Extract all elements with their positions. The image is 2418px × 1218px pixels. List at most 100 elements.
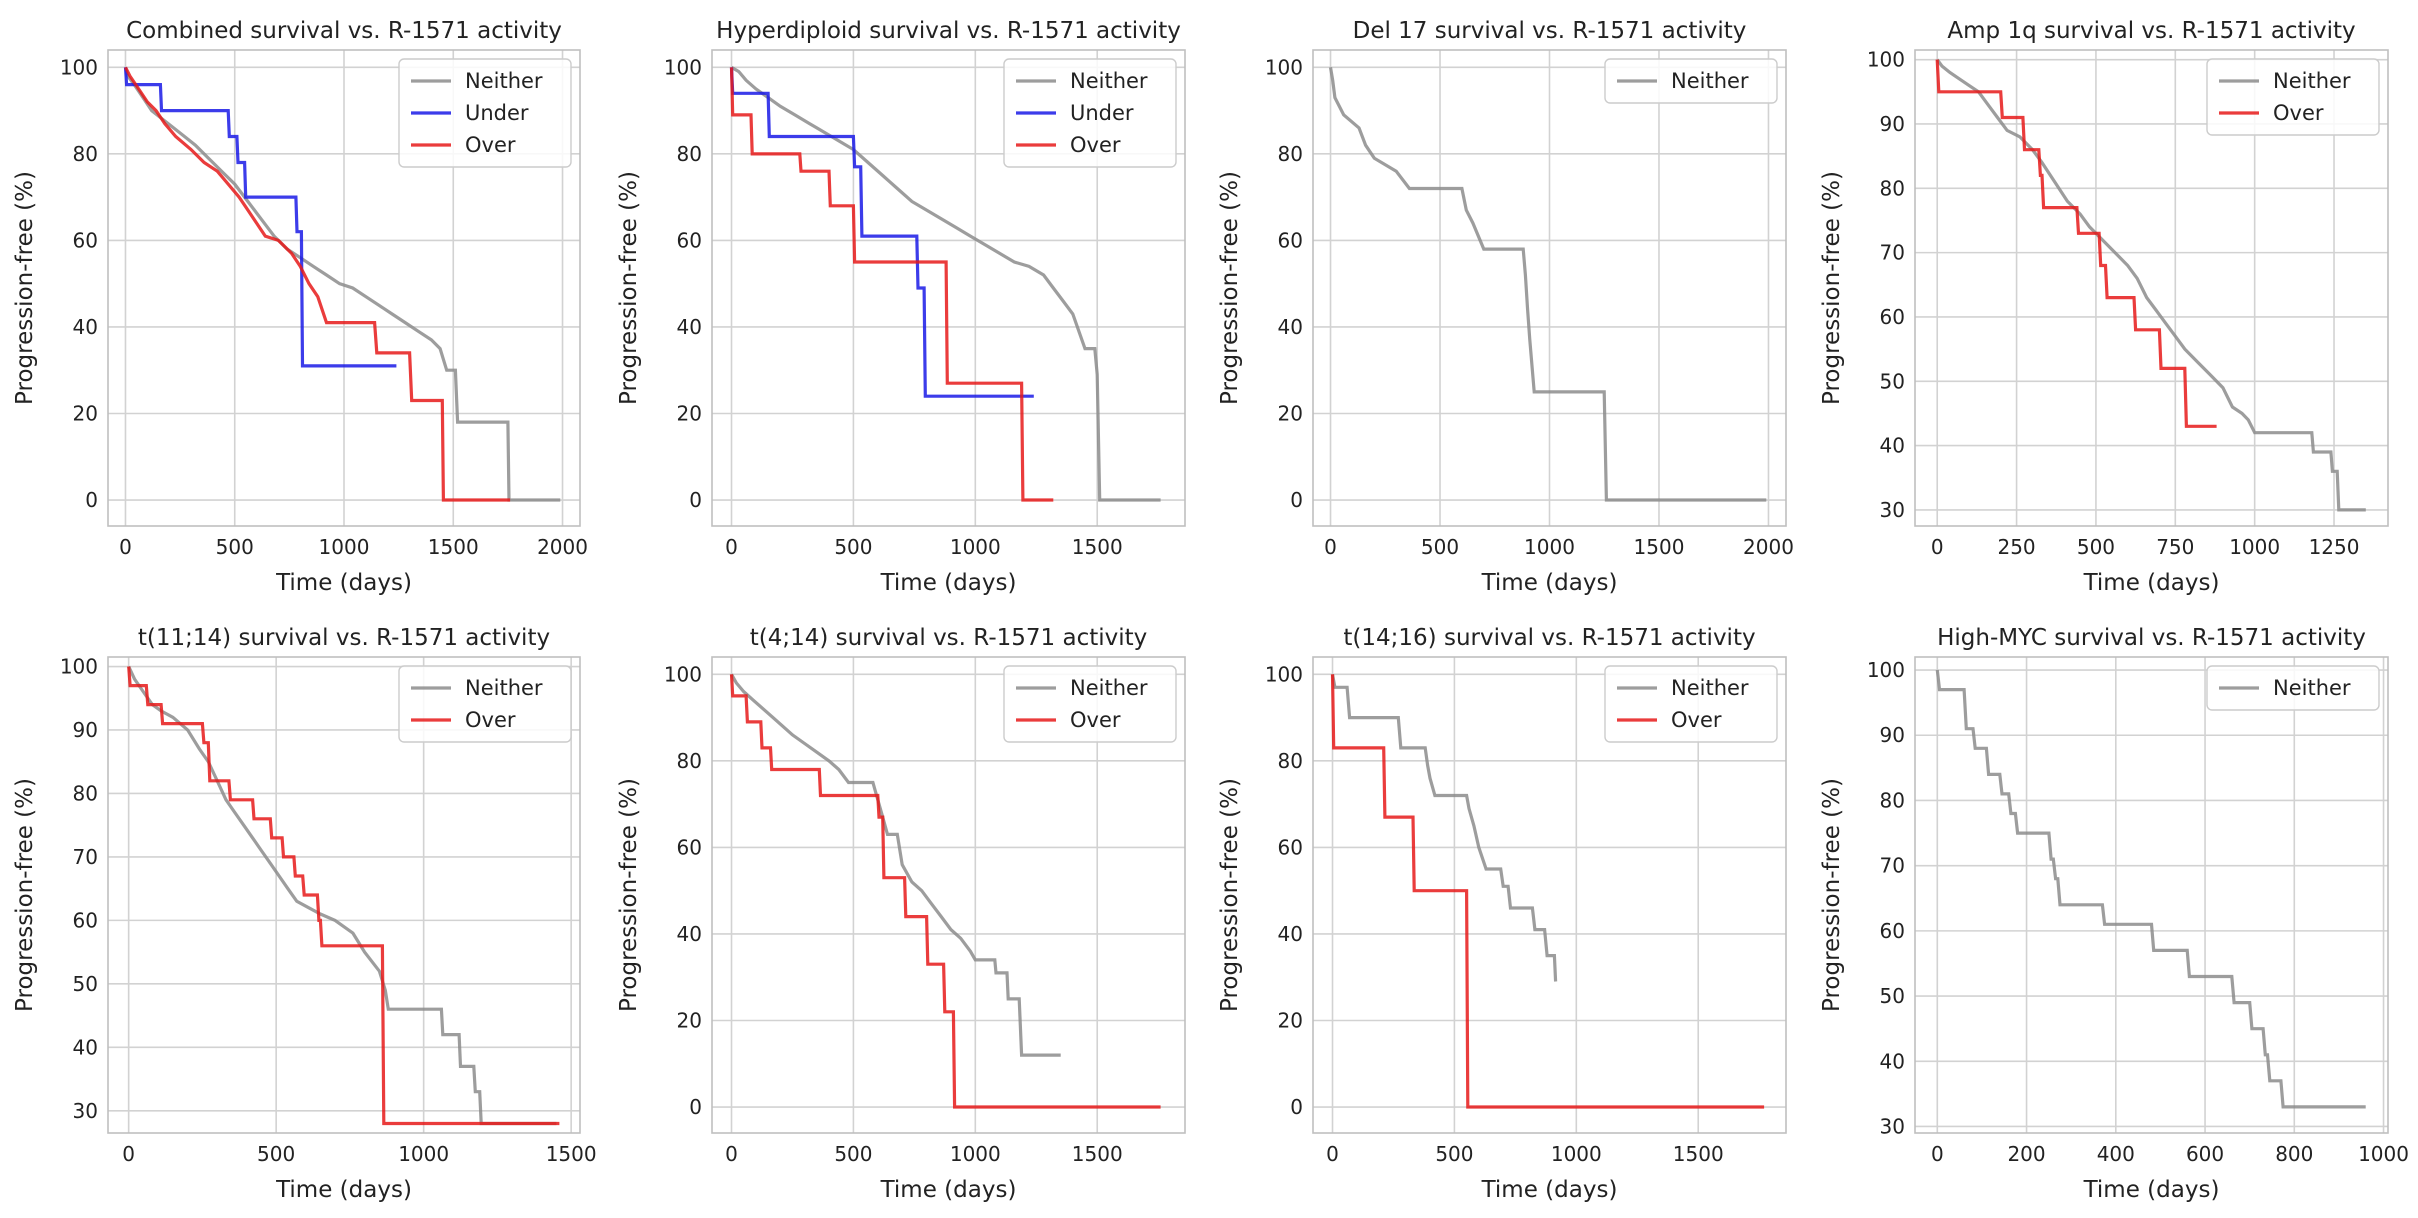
x-tick-label: 1000 (1524, 535, 1575, 559)
y-tick-label: 80 (677, 142, 702, 166)
legend-box (398, 58, 572, 168)
chart-title: Hyperdiploid survival vs. R-1571 activit… (716, 18, 1181, 44)
chart-panel-2: 0 500 1000 1500 0 20 40 60 80 100 Hyperdiploid sur… (616, 18, 1186, 596)
chart-title: t(4;14) survival vs. R-1571 activity (750, 625, 1148, 651)
y-tick-label: 0 (689, 488, 702, 512)
x-tick-label: 500 (1421, 535, 1459, 559)
y-tick-label: 70 (73, 845, 98, 869)
x-axis-label: Time (days) (2083, 570, 2220, 596)
y-tick-label: 80 (1880, 176, 1905, 200)
series-line-over (127, 666, 560, 1126)
chart-title: High-MYC survival vs. R-1571 activity (1937, 625, 2366, 651)
legend-label-under: Under (1070, 101, 1134, 125)
y-tick-label: 0 (1290, 1095, 1303, 1119)
chart-panel-3: 0 500 1000 1500 2000 0 20 40 60 80 100 Del 17 survi… (1217, 18, 1794, 596)
y-tick-label: 100 (1265, 55, 1303, 79)
x-tick-label: 500 (2077, 535, 2115, 559)
x-axis-label: Time (days) (2083, 1177, 2220, 1203)
x-tick-label: 1500 (428, 535, 479, 559)
y-tick-label: 20 (677, 401, 702, 425)
y-tick-label: 30 (1880, 498, 1905, 522)
y-tick-label: 80 (73, 142, 98, 166)
y-axis-label: Progression-free (%) (1819, 171, 1845, 405)
x-tick-label: 0 (119, 535, 132, 559)
y-tick-label: 90 (73, 718, 98, 742)
series-line-neither (730, 65, 1161, 502)
x-tick-label: 600 (2186, 1142, 2224, 1166)
y-tick-label: 20 (677, 1008, 702, 1032)
x-tick-label: 1500 (1673, 1142, 1724, 1166)
x-tick-label: 1500 (1072, 535, 1123, 559)
x-tick-label: 1000 (1551, 1142, 1602, 1166)
legend-label-neither: Neither (2273, 69, 2351, 93)
series-line-neither (1935, 669, 2366, 1109)
x-tick-label: 2000 (1743, 535, 1794, 559)
legend-label-over: Over (2273, 101, 2324, 125)
y-tick-label: 90 (1880, 112, 1905, 136)
series-line-over (1935, 59, 2217, 428)
x-tick-label: 0 (725, 1142, 738, 1166)
chart-panel-7: 0 500 1000 1500 0 20 40 60 80 100 t(14;16) surviva… (1217, 625, 1787, 1203)
chart-panel-6: 0 500 1000 1500 0 20 40 60 80 100 t(4;14) survival… (616, 625, 1186, 1203)
x-axis-label: Time (days) (275, 1177, 412, 1203)
series-line-neither (1328, 67, 1767, 502)
x-tick-label: 500 (834, 1142, 872, 1166)
y-tick-label: 100 (664, 662, 702, 686)
x-tick-label: 1000 (398, 1142, 449, 1166)
y-tick-label: 80 (1880, 788, 1905, 812)
legend: Neither Over (1604, 665, 1778, 743)
y-tick-label: 50 (1880, 369, 1905, 393)
y-axis-label: Progression-free (%) (12, 778, 38, 1012)
x-tick-label: 500 (216, 535, 254, 559)
y-tick-label: 70 (1880, 854, 1905, 878)
plot-frame (1312, 49, 1787, 527)
legend-box (2206, 58, 2380, 136)
x-tick-label: 1000 (950, 1142, 1001, 1166)
plot-frame (711, 656, 1186, 1134)
y-tick-label: 40 (1880, 434, 1905, 458)
chart-title: Amp 1q survival vs. R-1571 activity (1947, 18, 2355, 44)
legend-label-neither: Neither (1070, 676, 1148, 700)
y-tick-label: 100 (1265, 662, 1303, 686)
x-axis-label: Time (days) (1481, 1177, 1618, 1203)
y-tick-label: 30 (73, 1099, 98, 1123)
plot-frame (1312, 656, 1787, 1134)
x-tick-label: 400 (2097, 1142, 2135, 1166)
legend: Neither Over (2206, 58, 2380, 136)
chart-panel-4: 0 250 500 750 1000 1250 30 40 50 60 70 80 90 100 Amp 1… (1819, 18, 2389, 596)
x-tick-label: 1500 (1634, 535, 1685, 559)
y-tick-label: 100 (664, 55, 702, 79)
y-axis-label: Progression-free (%) (12, 171, 38, 405)
x-axis-label: Time (days) (1481, 570, 1618, 596)
legend-label-over: Over (1070, 133, 1121, 157)
chart-title: Combined survival vs. R-1571 activity (126, 18, 562, 44)
legend-label-neither: Neither (1070, 69, 1148, 93)
x-tick-label: 1000 (2358, 1142, 2409, 1166)
y-tick-label: 0 (85, 488, 98, 512)
plot-frame (1914, 49, 2389, 527)
series-line-neither (1935, 58, 2366, 512)
series-line-over (729, 67, 1054, 502)
legend: Neither Over (1003, 665, 1177, 743)
y-tick-label: 80 (1278, 142, 1303, 166)
legend-label-over: Over (465, 133, 516, 157)
x-tick-label: 500 (257, 1142, 295, 1166)
x-tick-label: 1500 (1072, 1142, 1123, 1166)
y-axis-label: Progression-free (%) (616, 778, 642, 1012)
y-tick-label: 40 (1278, 315, 1303, 339)
plot-frame (107, 656, 581, 1134)
y-tick-label: 40 (73, 1035, 98, 1059)
y-tick-label: 60 (73, 908, 98, 932)
x-tick-label: 1000 (2229, 535, 2280, 559)
plot-frame (1914, 656, 2389, 1134)
x-tick-label: 250 (1997, 535, 2035, 559)
y-tick-label: 70 (1880, 241, 1905, 265)
y-tick-label: 0 (689, 1095, 702, 1119)
legend-label-over: Over (1070, 708, 1121, 732)
series-line-under (123, 67, 397, 368)
y-tick-label: 60 (1278, 228, 1303, 252)
legend: Neither (1604, 58, 1778, 104)
x-tick-label: 1000 (319, 535, 370, 559)
chart-panel-1: 0 500 1000 1500 2000 0 20 40 60 80 100 Combined sur… (12, 18, 588, 596)
